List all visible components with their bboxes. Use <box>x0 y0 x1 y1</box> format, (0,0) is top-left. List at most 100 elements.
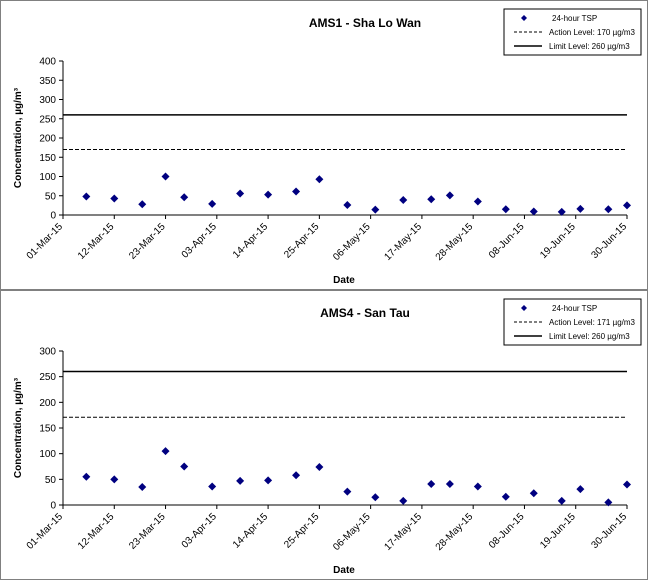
y-tick-label: 350 <box>39 76 56 87</box>
x-tick-label: 03-Apr-15 <box>180 511 220 551</box>
data-point <box>473 197 482 206</box>
x-tick-label: 01-Mar-15 <box>25 221 66 262</box>
data-point <box>180 193 189 202</box>
data-point <box>371 205 380 214</box>
y-tick-label: 250 <box>39 114 56 125</box>
data-point <box>623 480 631 489</box>
data-point <box>604 498 613 507</box>
data-point <box>529 489 538 498</box>
y-tick-label: 250 <box>39 372 56 383</box>
data-point <box>557 496 566 505</box>
y-tick-label: 400 <box>39 57 56 68</box>
legend-label: Limit Level: 260 µg/m3 <box>549 42 630 51</box>
data-point <box>501 492 510 501</box>
y-tick-label: 200 <box>39 398 56 409</box>
legend-label: Limit Level: 260 µg/m3 <box>549 332 630 341</box>
data-point <box>623 201 631 210</box>
legend-label: 24-hour TSP <box>552 304 597 313</box>
data-point <box>371 493 380 502</box>
x-tick-label: 03-Apr-15 <box>180 221 220 261</box>
data-point <box>343 487 352 496</box>
data-point <box>427 479 436 488</box>
y-tick-label: 0 <box>50 211 56 222</box>
x-tick-label: 14-Apr-15 <box>231 221 271 261</box>
legend-marker <box>521 305 527 311</box>
chart-title: AMS1 - Sha Lo Wan <box>309 16 421 30</box>
legend-label: Action Level: 170 µg/m3 <box>549 28 636 37</box>
x-tick-label: 01-Mar-15 <box>25 511 66 552</box>
data-point <box>180 462 189 471</box>
data-point <box>529 207 538 216</box>
y-tick-label: 50 <box>45 475 57 486</box>
data-point <box>343 200 352 209</box>
y-axis-label: Concentration, µg/m³ <box>13 377 24 478</box>
data-point <box>427 195 436 204</box>
x-tick-label: 23-Mar-15 <box>127 221 168 262</box>
data-point <box>576 485 585 494</box>
legend-label: Action Level: 171 µg/m3 <box>549 318 636 327</box>
x-tick-label: 14-Apr-15 <box>231 511 271 551</box>
data-point <box>236 476 245 485</box>
x-tick-label: 06-May-15 <box>331 511 373 553</box>
data-point <box>315 175 324 184</box>
chart-ams4: AMS4 - San Tau 0 50 100 150 200 250 300 01-Mar-1… <box>13 298 642 576</box>
legend: 24-hour TSP Action Level: 170 µg/m3 Limit … <box>503 8 642 56</box>
data-point <box>208 482 217 491</box>
y-axis-label: Concentration, µg/m³ <box>13 87 24 188</box>
x-axis-label: Date <box>333 275 355 286</box>
x-tick-label: 06-May-15 <box>331 221 373 263</box>
chart-panel-ams4: AMS4 - San Tau 0 50 100 150 200 250 300 01-Mar-1… <box>0 290 648 580</box>
x-tick-label: 28-May-15 <box>434 511 476 553</box>
y-tick-label: 100 <box>39 449 56 460</box>
x-tick-label: 25-Apr-15 <box>282 221 322 261</box>
data-point <box>208 199 217 208</box>
legend-label: 24-hour TSP <box>552 14 597 23</box>
y-tick-label: 200 <box>39 134 56 145</box>
data-point <box>82 472 91 481</box>
x-axis-label: Date <box>333 565 355 576</box>
x-tick-label: 30-Jun-15 <box>590 511 630 551</box>
y-tick-label: 100 <box>39 172 56 183</box>
legend: 24-hour TSP Action Level: 171 µg/m3 Limit … <box>503 298 642 346</box>
data-point <box>292 471 301 480</box>
data-point <box>110 194 119 203</box>
data-point <box>161 172 170 181</box>
data-point <box>576 204 585 213</box>
x-tick-label: 25-Apr-15 <box>282 511 322 551</box>
data-point <box>445 191 454 200</box>
x-tick-label: 08-Jun-15 <box>487 511 527 551</box>
x-tick-label: 19-Jun-15 <box>538 511 578 551</box>
data-point <box>161 447 170 456</box>
data-point <box>399 195 408 204</box>
data-point <box>604 205 613 214</box>
x-tick-label: 28-May-15 <box>434 221 476 263</box>
y-tick-label: 150 <box>39 153 56 164</box>
x-tick-label: 08-Jun-15 <box>487 221 527 261</box>
chart-ams1: AMS1 - Sha Lo Wan 0 50 100 150 200 250 300 350 40… <box>13 8 642 286</box>
data-point <box>110 475 119 484</box>
data-point <box>236 189 245 198</box>
data-point <box>473 482 482 491</box>
data-point <box>138 483 147 492</box>
data-point <box>82 192 91 201</box>
y-tick-label: 300 <box>39 347 56 358</box>
data-point <box>292 187 301 196</box>
x-tick-label: 17-May-15 <box>382 511 424 553</box>
chart-title: AMS4 - San Tau <box>320 306 410 320</box>
data-point <box>264 476 273 485</box>
data-point <box>399 496 408 505</box>
x-tick-label: 12-Mar-15 <box>76 221 117 262</box>
y-tick-label: 0 <box>50 501 56 512</box>
legend-marker <box>521 15 527 21</box>
y-tick-label: 150 <box>39 424 56 435</box>
x-tick-label: 19-Jun-15 <box>538 221 578 261</box>
y-tick-label: 50 <box>45 191 57 202</box>
data-point <box>315 463 324 472</box>
data-point <box>445 479 454 488</box>
chart-panel-ams1: AMS1 - Sha Lo Wan 0 50 100 150 200 250 300 350 40… <box>0 0 648 290</box>
data-point <box>264 190 273 199</box>
data-point <box>557 207 566 216</box>
x-tick-label: 12-Mar-15 <box>76 511 117 552</box>
data-point <box>138 200 147 209</box>
x-tick-label: 17-May-15 <box>382 221 424 263</box>
